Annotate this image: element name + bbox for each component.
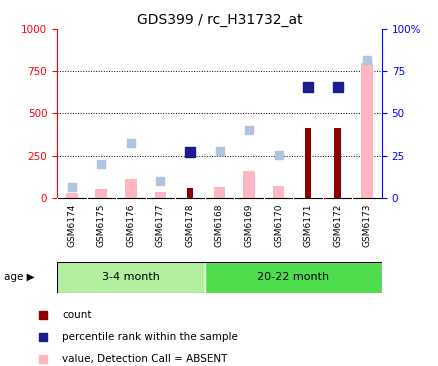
- Bar: [154, 192, 166, 198]
- Bar: [304, 128, 311, 198]
- Bar: [66, 193, 78, 198]
- Bar: [272, 186, 284, 198]
- Bar: [204, 262, 381, 293]
- Bar: [360, 63, 372, 198]
- Bar: [95, 189, 107, 198]
- Bar: [125, 179, 137, 198]
- Bar: [334, 128, 340, 198]
- Bar: [213, 187, 225, 198]
- Bar: [186, 188, 193, 198]
- Bar: [57, 262, 204, 293]
- Text: percentile rank within the sample: percentile rank within the sample: [62, 332, 237, 342]
- Text: age ▶: age ▶: [4, 272, 35, 283]
- Text: 20-22 month: 20-22 month: [257, 272, 328, 282]
- Text: 3-4 month: 3-4 month: [102, 272, 159, 282]
- Text: GDS399 / rc_H31732_at: GDS399 / rc_H31732_at: [136, 13, 302, 27]
- Text: value, Detection Call = ABSENT: value, Detection Call = ABSENT: [62, 354, 227, 364]
- Text: count: count: [62, 310, 92, 320]
- Bar: [243, 171, 254, 198]
